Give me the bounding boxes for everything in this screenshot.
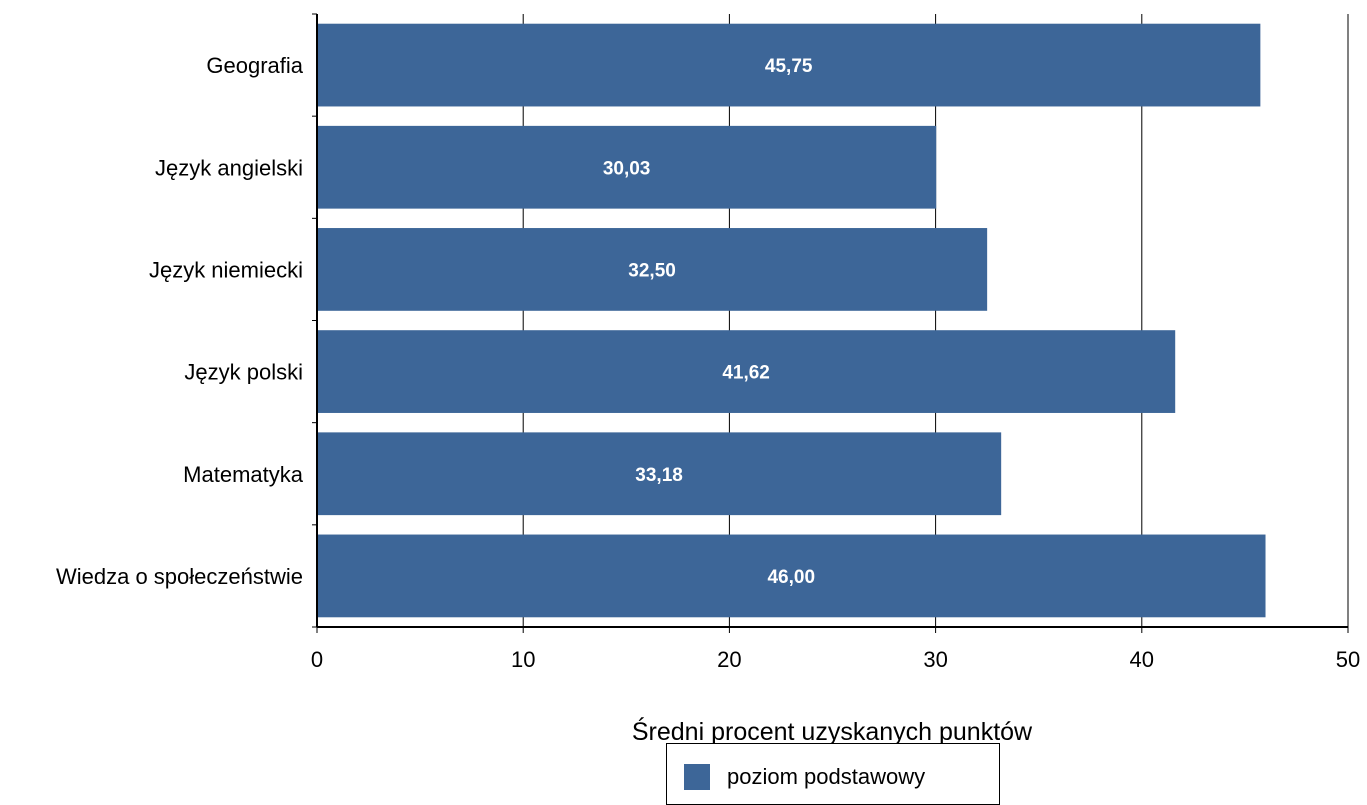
x-tick-label-10: 10 [511, 647, 535, 672]
x-tick-label-50: 50 [1336, 647, 1360, 672]
data-label-4: 33,18 [635, 465, 683, 486]
bar-5 [317, 534, 1266, 618]
data-label-3: 41,62 [722, 363, 770, 384]
x-axis-title: Średni procent uzyskanych punktów [632, 716, 1033, 746]
category-labels: Geografia Język angielski Język niemiecki J… [56, 53, 304, 589]
bars: 45,75 30,03 32,50 41,62 33,18 46,00 [317, 23, 1266, 618]
grid-lines [522, 14, 1349, 627]
bar-3 [317, 330, 1176, 413]
bar-0 [317, 23, 1261, 107]
x-tick-label-40: 40 [1130, 647, 1154, 672]
category-label-0: Geografia [206, 53, 303, 78]
x-tick-label-30: 30 [923, 647, 947, 672]
x-tick-labels: 0 10 20 30 40 50 [311, 647, 1360, 672]
data-label-5: 46,00 [767, 567, 815, 588]
bar-2 [317, 228, 988, 311]
x-tick-label-0: 0 [311, 647, 323, 672]
category-label-2: Język niemiecki [149, 257, 303, 282]
legend-label: poziom podstawowy [727, 764, 925, 789]
data-label-0: 45,75 [765, 56, 813, 77]
data-label-1: 30,03 [603, 158, 651, 179]
legend-box [666, 743, 1000, 805]
category-label-1: Język angielski [155, 155, 303, 180]
category-label-5: Wiedza o społeczeństwie [56, 564, 303, 589]
legend: poziom podstawowy [666, 743, 1000, 805]
x-tick-label-20: 20 [717, 647, 741, 672]
bar-1 [317, 125, 937, 209]
category-label-3: Język polski [184, 360, 303, 385]
legend-swatch [684, 764, 710, 790]
axes [312, 13, 1349, 633]
category-label-4: Matematyka [183, 462, 304, 487]
data-label-2: 32,50 [628, 260, 676, 281]
bar-4 [317, 432, 1002, 516]
